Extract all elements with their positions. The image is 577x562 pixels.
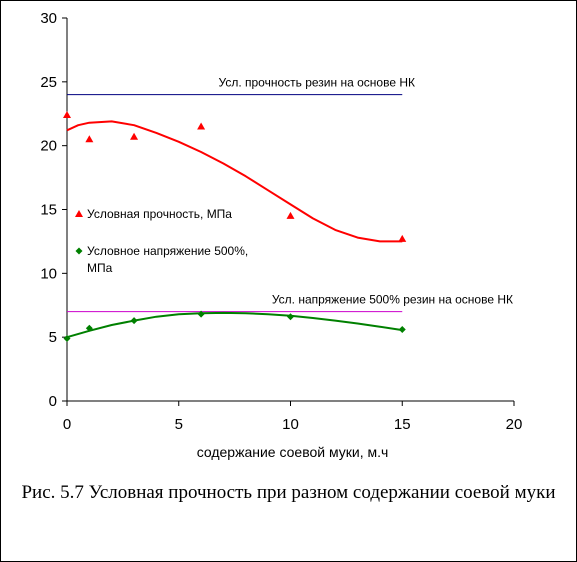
legend-marker (75, 210, 83, 217)
data-point (130, 317, 138, 325)
legend: Условная прочность, МПа Условное напряжен… (75, 207, 248, 275)
legend-label: Условное напряжение 500%, (87, 244, 248, 258)
data-point (197, 122, 206, 130)
y-tick-label: 20 (40, 138, 57, 155)
x-tick-label: 15 (394, 416, 411, 433)
trend-lines (66, 120, 403, 339)
data-point (197, 310, 205, 318)
x-tick-label: 5 (175, 416, 183, 433)
data-point (63, 334, 71, 342)
data-point (85, 324, 93, 332)
chart: 0 5 10 15 20 25 30 0 5 10 15 20 Усл. прочность рези… (40, 10, 522, 460)
x-tick-label: 0 (63, 416, 71, 433)
legend-label: Условная прочность, МПа (87, 207, 232, 221)
data-point (398, 326, 406, 334)
reference-line-label: Усл. прочность резин на основе НК (219, 76, 415, 90)
data-point (286, 211, 295, 219)
data-point (130, 132, 139, 140)
reference-line-label: Усл. напряжение 500% резин на основе НК (272, 293, 513, 307)
y-tick-label: 0 (49, 393, 57, 410)
x-axis-label: содержание соевой муки, м.ч (197, 444, 389, 460)
trend-line (66, 120, 403, 243)
x-tick-label: 20 (506, 416, 523, 433)
data-points (63, 111, 407, 342)
data-point (63, 111, 71, 119)
axes: 0 5 10 15 20 25 30 0 5 10 15 20 (40, 10, 522, 433)
trend-line (66, 311, 403, 339)
data-point (85, 135, 94, 143)
data-point (287, 313, 294, 321)
data-point (398, 234, 407, 242)
legend-marker (75, 247, 83, 255)
legend-label-cont: МПа (87, 261, 113, 275)
y-tick-label: 15 (40, 202, 57, 219)
y-tick-label: 5 (49, 329, 57, 346)
y-tick-label: 30 (40, 10, 57, 27)
y-tick-label: 10 (40, 265, 57, 282)
x-tick-label: 10 (282, 416, 299, 433)
reference-lines: Усл. прочность резин на основе НК Усл. на… (67, 76, 513, 313)
y-tick-label: 25 (40, 74, 57, 91)
figure-caption: Рис. 5.7 Условная прочность при разном с… (21, 482, 556, 503)
